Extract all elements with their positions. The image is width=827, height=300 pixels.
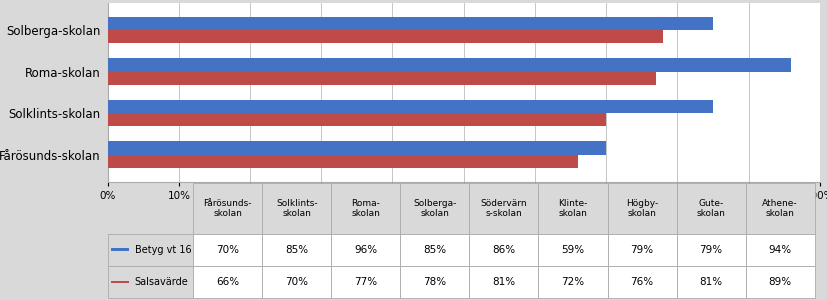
Bar <box>108 141 605 155</box>
Bar <box>331 183 399 234</box>
Text: 66%: 66% <box>216 277 239 287</box>
Bar <box>111 248 129 251</box>
Bar <box>331 234 399 266</box>
Bar <box>108 58 791 72</box>
Bar <box>262 266 331 298</box>
Text: Roma-
skolan: Roma- skolan <box>351 199 380 218</box>
Bar <box>193 234 262 266</box>
Bar <box>607 183 676 234</box>
Text: Fårösunds-
skolan: Fårösunds- skolan <box>203 199 251 218</box>
Bar <box>108 113 605 126</box>
Text: Högby-
skolan: Högby- skolan <box>625 199 657 218</box>
Text: 85%: 85% <box>284 245 308 255</box>
Text: 77%: 77% <box>354 277 377 287</box>
Bar <box>399 234 469 266</box>
Bar <box>262 234 331 266</box>
Text: 70%: 70% <box>216 245 239 255</box>
Bar <box>469 234 538 266</box>
Bar <box>108 100 712 113</box>
Bar <box>399 266 469 298</box>
Text: 94%: 94% <box>767 245 791 255</box>
Text: 79%: 79% <box>699 245 722 255</box>
Text: Solklints-
skolan: Solklints- skolan <box>275 199 317 218</box>
Text: Athene-
skolan: Athene- skolan <box>762 199 797 218</box>
Bar <box>538 266 607 298</box>
Bar <box>676 234 745 266</box>
Text: Solberga-
skolan: Solberga- skolan <box>413 199 456 218</box>
Bar <box>193 183 262 234</box>
Text: 85%: 85% <box>423 245 446 255</box>
Bar <box>108 155 577 168</box>
Text: 79%: 79% <box>629 245 653 255</box>
Text: 81%: 81% <box>492 277 515 287</box>
Bar <box>331 266 399 298</box>
Text: Gute-
skolan: Gute- skolan <box>696 199 724 218</box>
Bar <box>469 183 538 234</box>
Bar <box>607 266 676 298</box>
Bar <box>193 266 262 298</box>
Bar <box>745 234 814 266</box>
Bar <box>111 280 129 283</box>
Bar <box>538 234 607 266</box>
Text: 78%: 78% <box>423 277 446 287</box>
Text: 86%: 86% <box>492 245 515 255</box>
Bar <box>399 183 469 234</box>
Bar <box>676 183 745 234</box>
Text: 81%: 81% <box>699 277 722 287</box>
Bar <box>108 17 712 30</box>
Text: 89%: 89% <box>767 277 791 287</box>
Text: Klinte-
skolan: Klinte- skolan <box>557 199 587 218</box>
Text: Betyg vt 16: Betyg vt 16 <box>135 245 191 255</box>
Bar <box>108 72 655 85</box>
Text: 96%: 96% <box>354 245 377 255</box>
Bar <box>108 234 193 266</box>
Bar <box>676 266 745 298</box>
Text: Salsavärde: Salsavärde <box>135 277 189 287</box>
Text: Södervärn
s-skolan: Södervärn s-skolan <box>480 199 527 218</box>
Bar <box>469 266 538 298</box>
Bar <box>262 183 331 234</box>
Text: 76%: 76% <box>629 277 653 287</box>
Text: 72%: 72% <box>561 277 584 287</box>
Text: 70%: 70% <box>284 277 308 287</box>
Bar <box>745 183 814 234</box>
Bar <box>607 234 676 266</box>
Bar <box>108 266 193 298</box>
Bar <box>108 30 662 43</box>
Text: 59%: 59% <box>561 245 584 255</box>
Bar <box>745 266 814 298</box>
Bar <box>538 183 607 234</box>
